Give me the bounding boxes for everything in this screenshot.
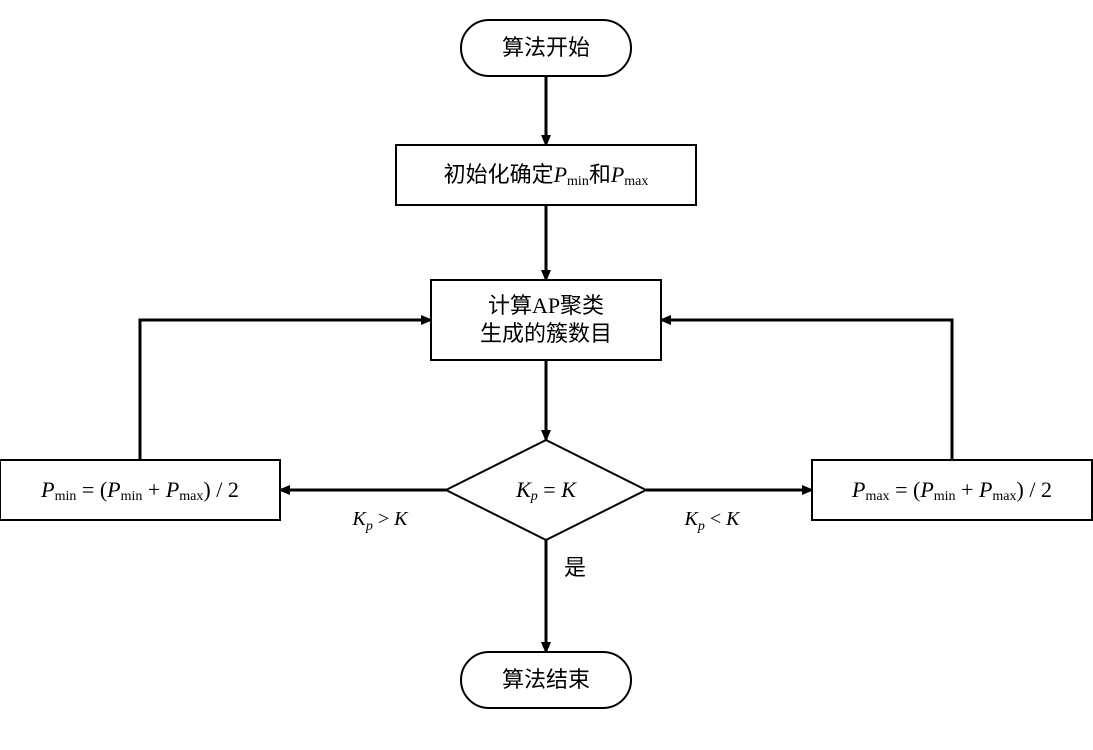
flowchart-canvas: Kp > K Kp < K 是 算法开始 初始化确定Pmin和Pmax 计算AP… [0,0,1093,750]
node-start-label: 算法开始 [502,35,590,60]
node-start: 算法开始 [461,20,631,76]
node-decision: Kp = K [446,440,646,540]
edge-left-loop [140,320,431,460]
node-compute-line1: 计算AP聚类 [488,293,604,318]
node-end: 算法结束 [461,652,631,708]
node-compute: 计算AP聚类 生成的簇数目 [431,280,661,360]
node-decision-label: Kp = K [515,477,577,504]
node-end-label: 算法结束 [502,667,590,692]
node-init: 初始化确定Pmin和Pmax [396,145,696,205]
edge-yes: 是 [564,555,586,580]
edge-right-loop [661,320,952,460]
node-rightbox: Pmax = (Pmin + Pmax) / 2 [812,460,1092,520]
edge-kp-gt-k: Kp > K [352,508,410,534]
edge-kp-lt-k: Kp < K [684,508,742,534]
node-init-label: 初始化确定Pmin和Pmax [444,162,649,189]
node-compute-line2: 生成的簇数目 [480,321,612,346]
node-leftbox: Pmin = (Pmin + Pmax) / 2 [0,460,280,520]
